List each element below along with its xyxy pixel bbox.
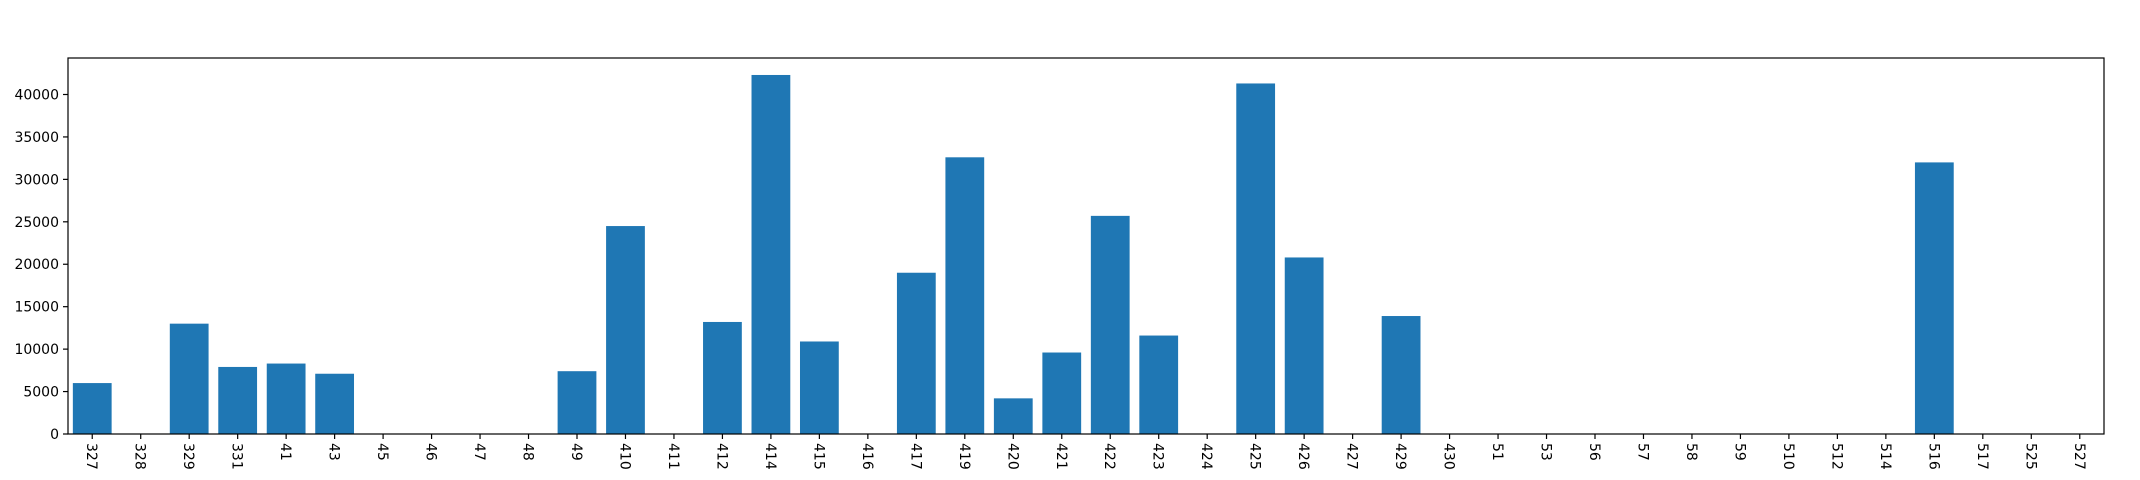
x-tick-label: 57 xyxy=(1634,443,1650,461)
x-tick-label: 49 xyxy=(568,443,584,461)
y-tick-label: 40000 xyxy=(14,87,59,103)
x-tick-label: 58 xyxy=(1683,443,1699,461)
x-tick-label: 59 xyxy=(1731,443,1747,461)
bar-49 xyxy=(557,371,597,434)
x-tick-label: 419 xyxy=(956,443,972,470)
x-tick-label: 430 xyxy=(1441,443,1457,470)
x-tick-label: 421 xyxy=(1053,443,1069,470)
plot-frame xyxy=(67,57,2105,435)
x-tick-label: 512 xyxy=(1828,443,1844,470)
x-tick-label: 527 xyxy=(2071,443,2087,470)
bar-423 xyxy=(1139,335,1179,434)
x-tick-label: 416 xyxy=(859,443,875,470)
x-tick-label: 51 xyxy=(1489,443,1505,461)
x-tick-label: 429 xyxy=(1392,443,1408,470)
bar-41 xyxy=(266,363,306,434)
x-tick-label: 328 xyxy=(132,443,148,470)
x-tick-label: 424 xyxy=(1198,443,1214,470)
bar-421 xyxy=(1042,352,1082,434)
x-tick-label: 329 xyxy=(180,443,196,470)
x-tick-label: 415 xyxy=(810,443,826,470)
y-axis: 0 5000 10000 15000 20000 25000 30000 35000 40000 xyxy=(14,87,68,443)
y-tick-label: 30000 xyxy=(14,172,59,188)
y-tick-label: 0 xyxy=(50,427,59,443)
x-tick-label: 417 xyxy=(907,443,923,470)
bar-412 xyxy=(703,321,742,434)
x-tick-label: 411 xyxy=(665,443,681,470)
bar-419 xyxy=(945,157,985,434)
x-tick-label: 425 xyxy=(1247,443,1263,470)
bar-414 xyxy=(751,74,791,435)
bar-327 xyxy=(72,383,112,434)
x-tick-label: 514 xyxy=(1877,443,1893,470)
bar-426 xyxy=(1284,257,1324,434)
x-tick-label: 45 xyxy=(374,443,390,461)
x-tick-label: 48 xyxy=(520,443,536,461)
x-tick-label: 427 xyxy=(1344,443,1360,470)
x-tick-label: 331 xyxy=(229,443,245,470)
x-tick-label: 43 xyxy=(326,443,342,461)
x-tick-label: 426 xyxy=(1295,443,1311,470)
bar-415 xyxy=(799,341,839,434)
bar-422 xyxy=(1090,215,1130,434)
x-tick-label: 525 xyxy=(2022,443,2038,470)
y-tick-label: 35000 xyxy=(14,130,59,146)
x-tick-label: 510 xyxy=(1780,443,1796,470)
x-tick-label: 46 xyxy=(423,443,439,461)
x-axis: 327 328 329 331 41 43 45 46 47 48 49 410 411 412 414 41… xyxy=(83,434,2087,470)
y-tick-label: 10000 xyxy=(14,342,59,358)
x-tick-label: 56 xyxy=(1586,443,1602,461)
x-tick-label: 516 xyxy=(1925,443,1941,470)
y-tick-label: 15000 xyxy=(14,300,59,316)
x-tick-label: 423 xyxy=(1150,443,1166,470)
x-tick-label: 53 xyxy=(1538,443,1554,461)
x-tick-label: 41 xyxy=(277,443,293,461)
x-tick-label: 414 xyxy=(762,443,778,470)
x-tick-label: 410 xyxy=(616,443,632,470)
bar-425 xyxy=(1236,83,1276,434)
bar-420 xyxy=(993,398,1033,434)
x-tick-label: 420 xyxy=(1004,443,1020,470)
bar-410 xyxy=(606,226,645,434)
x-tick-label: 47 xyxy=(471,443,487,461)
bar-516 xyxy=(1914,162,1954,435)
y-tick-label: 20000 xyxy=(14,257,59,273)
bar-series xyxy=(72,74,1954,435)
bar-331 xyxy=(218,366,258,434)
bar-417 xyxy=(896,272,936,434)
bar-329 xyxy=(169,323,209,434)
x-tick-label: 412 xyxy=(713,443,729,470)
y-tick-label: 5000 xyxy=(23,385,59,401)
bar-429 xyxy=(1381,316,1421,434)
x-tick-label: 327 xyxy=(83,443,99,470)
x-tick-label: 422 xyxy=(1101,443,1117,470)
y-tick-label: 25000 xyxy=(14,215,59,231)
bar-43 xyxy=(315,373,355,434)
x-tick-label: 517 xyxy=(1974,443,1990,470)
